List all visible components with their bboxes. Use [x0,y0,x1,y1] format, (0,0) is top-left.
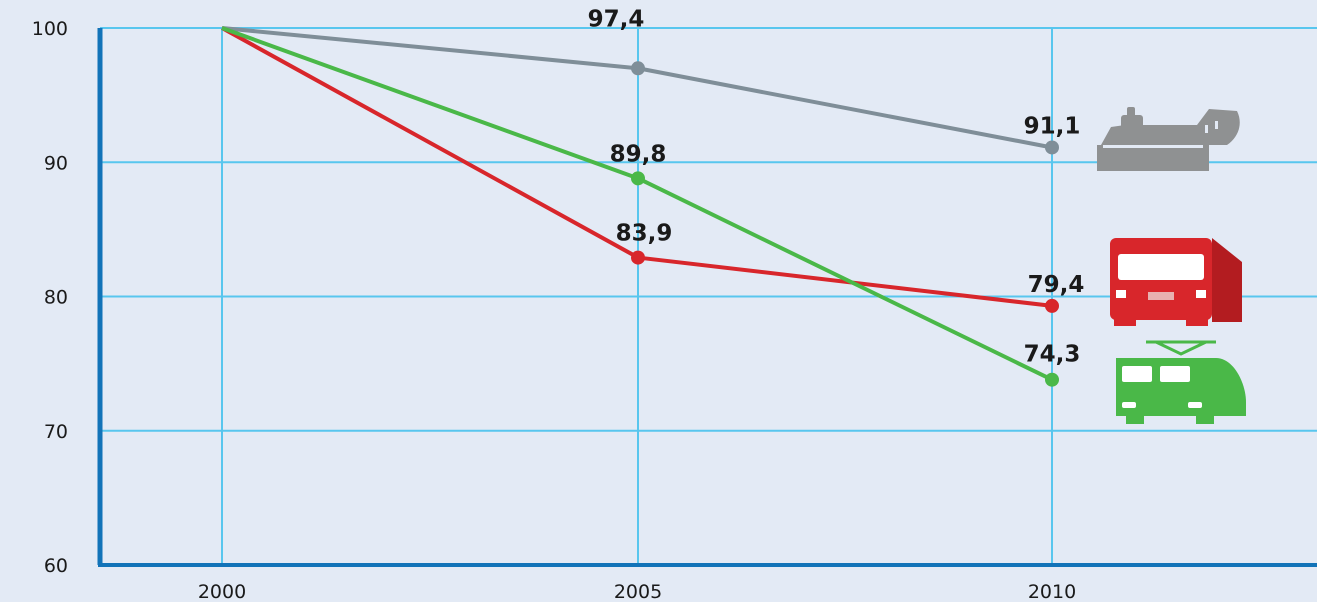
train-icon [1116,340,1246,424]
y-tick-label: 60 [44,555,68,577]
data-label: 97,4 [588,6,645,32]
x-tick-label: 2005 [614,581,662,602]
data-point [631,61,645,76]
y-tick-label: 90 [44,152,68,174]
data-point [631,171,645,186]
ship-icon [1097,107,1240,171]
data-point [1045,140,1059,155]
data-label: 91,1 [1024,113,1081,139]
data-label: 89,8 [610,141,667,167]
data-point [1045,298,1059,313]
x-tick-label: 2010 [1028,581,1076,602]
y-tick-label: 70 [44,421,68,443]
y-tick-label: 80 [44,287,68,309]
data-point [631,250,645,265]
truck-icon [1110,238,1242,326]
x-tick-label: 2000 [198,581,246,602]
data-label: 83,9 [616,221,673,247]
series-lines [221,26,1059,387]
data-label: 74,3 [1024,342,1081,368]
data-labels: 97,4 91,1 83,9 79,4 89,8 74,3 [588,6,1085,367]
data-point [1045,372,1059,387]
y-tick-label: 100 [32,18,68,40]
tick-labels: 60 70 80 90 100 2000 2005 2010 [32,18,1076,602]
data-label: 79,4 [1028,272,1085,298]
axes [97,28,1317,567]
grid [100,27,1317,565]
